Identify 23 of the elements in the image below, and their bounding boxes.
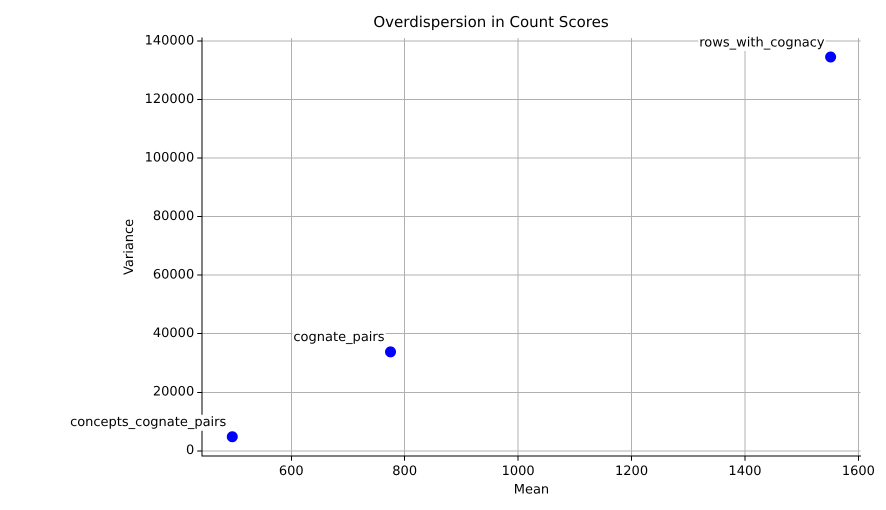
- x-tick-label: 1000: [502, 464, 535, 479]
- y-tick-label: 140000: [144, 33, 194, 48]
- point: [825, 52, 836, 63]
- y-tick-label: 120000: [144, 92, 194, 107]
- x-axis-title: Mean: [514, 482, 550, 498]
- annotation: cognate_pairs: [293, 330, 385, 346]
- y-tick-label: 20000: [152, 384, 194, 400]
- y-tick-label: 100000: [144, 150, 194, 166]
- x-tick-label: 600: [278, 464, 304, 479]
- point: [385, 346, 396, 358]
- y-axis-title: Variance: [122, 218, 138, 275]
- y-tick-label: 40000: [152, 326, 194, 342]
- x-tick-label: 1400: [728, 464, 762, 479]
- x-tick-label: 1600: [842, 464, 875, 479]
- y-tick-label: 0: [186, 443, 194, 458]
- x-tick-label: 1200: [615, 464, 648, 479]
- y-tick-label: 60000: [152, 268, 194, 283]
- annotation: concepts_cognate_pairs: [70, 415, 226, 430]
- annotation: rows_with_cognacy: [699, 35, 825, 50]
- y-tick-label: 80000: [152, 208, 194, 224]
- x-tick-label: 800: [392, 464, 418, 479]
- point: [226, 431, 238, 442]
- chart-title: Overdispersion in Count Scores: [373, 12, 609, 31]
